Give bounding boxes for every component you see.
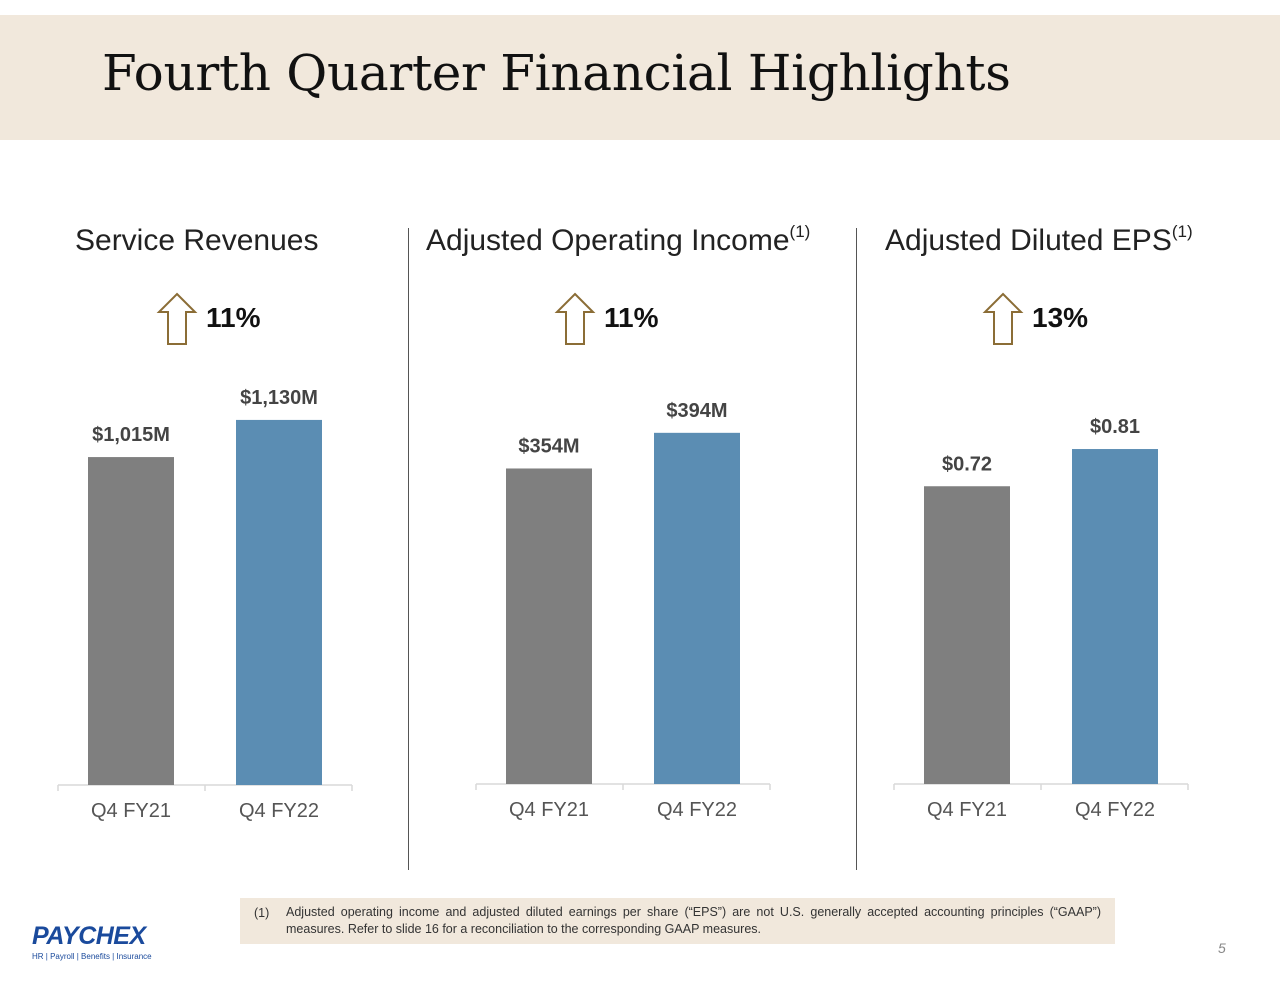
panel-adjusted-diluted-eps: Adjusted Diluted EPS(1) 13% $0.72 Q4 FY21…: [836, 220, 1236, 860]
bar-q4-fy21: [88, 457, 174, 785]
footnote: (1) Adjusted operating income and adjust…: [240, 898, 1115, 944]
category-label: Q4 FY22: [239, 800, 319, 822]
bar-q4-fy22: [654, 432, 740, 784]
data-label: $354M: [518, 435, 579, 457]
panel-title: Adjusted Diluted EPS(1): [885, 222, 1193, 257]
data-label: $1,130M: [240, 387, 318, 409]
logo-wordmark: PAYCHEX: [32, 922, 146, 950]
category-label: Q4 FY21: [927, 799, 1007, 821]
footnote-text: Adjusted operating income and adjusted d…: [286, 905, 1101, 936]
category-label: Q4 FY22: [657, 799, 737, 821]
footnote-number: (1): [254, 906, 270, 920]
up-arrow-icon: [554, 292, 596, 345]
data-label: $394M: [666, 400, 727, 422]
panel-adjusted-operating-income: Adjusted Operating Income(1) 11% $354M Q4…: [418, 220, 818, 860]
bar-q4-fy22: [236, 419, 322, 785]
data-label: $1,015M: [92, 424, 170, 446]
panel-title: Service Revenues: [75, 224, 319, 257]
panel-divider: [408, 228, 409, 870]
bar-chart-adjusted-diluted-eps: $0.72 Q4 FY21 $0.81 Q4 FY22: [893, 416, 1189, 821]
panel-title: Adjusted Operating Income(1): [426, 222, 811, 257]
paychex-logo: PAYCHEX HR | Payroll | Benefits | Insura…: [32, 922, 152, 961]
panel-service-revenues: Service Revenues 11% $1,015M Q4 FY21 $1,13…: [0, 220, 400, 860]
bar-q4-fy21: [924, 486, 1010, 784]
logo-tagline: HR | Payroll | Benefits | Insurance: [32, 952, 152, 961]
growth-percent: 13%: [1032, 302, 1089, 333]
title-banner: [0, 15, 1280, 140]
bar-chart-service-revenues: $1,015M Q4 FY21 $1,130M Q4 FY22: [57, 387, 353, 822]
bar-q4-fy22: [1072, 449, 1158, 784]
data-label: $0.81: [1090, 416, 1140, 438]
growth-percent: 11%: [206, 302, 261, 333]
panel-divider: [856, 228, 857, 870]
page-title: Fourth Quarter Financial Highlights: [102, 44, 1011, 102]
bar-q4-fy21: [506, 468, 592, 784]
category-label: Q4 FY22: [1075, 799, 1155, 821]
data-label: $0.72: [942, 453, 992, 475]
category-label: Q4 FY21: [509, 799, 589, 821]
up-arrow-icon: [156, 292, 198, 345]
page-number: 5: [1218, 940, 1226, 956]
growth-percent: 11%: [604, 302, 659, 333]
up-arrow-icon: [982, 292, 1024, 345]
bar-chart-adjusted-operating-income: $354M Q4 FY21 $394M Q4 FY22: [475, 400, 771, 821]
category-label: Q4 FY21: [91, 800, 171, 822]
